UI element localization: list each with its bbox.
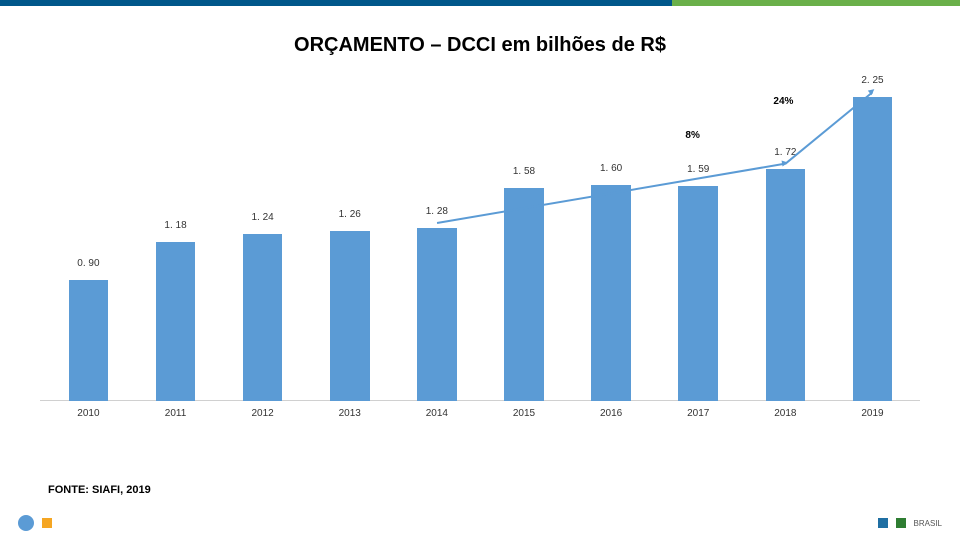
footer-dot-icon [18, 515, 34, 531]
footer-logo2-icon [878, 518, 888, 528]
x-tick-label: 2015 [513, 408, 535, 419]
bar-value-label: 2. 25 [861, 75, 883, 86]
footer-logo3-icon [896, 518, 906, 528]
x-tick-label: 2017 [687, 408, 709, 419]
bar-value-label: 1. 18 [164, 220, 186, 231]
budget-bar-chart: 0. 90 1. 18 1. 24 1. 26 1. 28 1. 58 1. 60 1. 59… [40, 77, 920, 427]
x-tick-label: 2018 [774, 408, 796, 419]
footer-right-label: BRASIL [914, 519, 942, 528]
plot-area: 0. 90 1. 18 1. 24 1. 26 1. 28 1. 58 1. 60 1. 59… [40, 77, 920, 401]
source-label: FONTE: SIAFI, 2019 [48, 484, 151, 496]
footer-logo1-icon [42, 518, 52, 528]
x-tick-label: 2012 [252, 408, 274, 419]
bar-value-label: 0. 90 [77, 258, 99, 269]
bar [330, 231, 370, 401]
x-tick-label: 2014 [426, 408, 448, 419]
top-accent-stripe [0, 0, 960, 6]
bar-value-label: 1. 24 [252, 212, 274, 223]
bar [591, 185, 631, 401]
bar [243, 234, 283, 401]
footer: BRASIL [0, 506, 960, 540]
x-tick-label: 2011 [165, 408, 187, 419]
x-tick-label: 2016 [600, 408, 622, 419]
bar-value-label: 1. 28 [426, 206, 448, 217]
bar-value-label: 1. 58 [513, 166, 535, 177]
footer-right: BRASIL [878, 518, 942, 528]
page-title: ORÇAMENTO – DCCI em bilhões de R$ [0, 34, 960, 57]
x-tick-label: 2010 [77, 408, 99, 419]
x-axis: 2010 2011 2012 2013 2014 2015 2016 2017 2018 2019 [40, 401, 920, 427]
x-tick-label: 2013 [339, 408, 361, 419]
growth-callout: 8% [682, 129, 702, 142]
bar-value-label: 1. 26 [339, 209, 361, 220]
bar-value-label: 1. 60 [600, 163, 622, 174]
bar [678, 186, 718, 401]
bar [853, 97, 893, 401]
growth-callout: 24% [770, 95, 796, 108]
footer-left [18, 515, 52, 531]
stripe-light [672, 0, 960, 6]
bar [766, 169, 806, 401]
bar [504, 188, 544, 401]
bar [417, 228, 457, 401]
bar [69, 280, 109, 402]
bar-value-label: 1. 59 [687, 164, 709, 175]
x-tick-label: 2019 [861, 408, 883, 419]
stripe-dark [0, 0, 672, 6]
bar [156, 242, 196, 401]
